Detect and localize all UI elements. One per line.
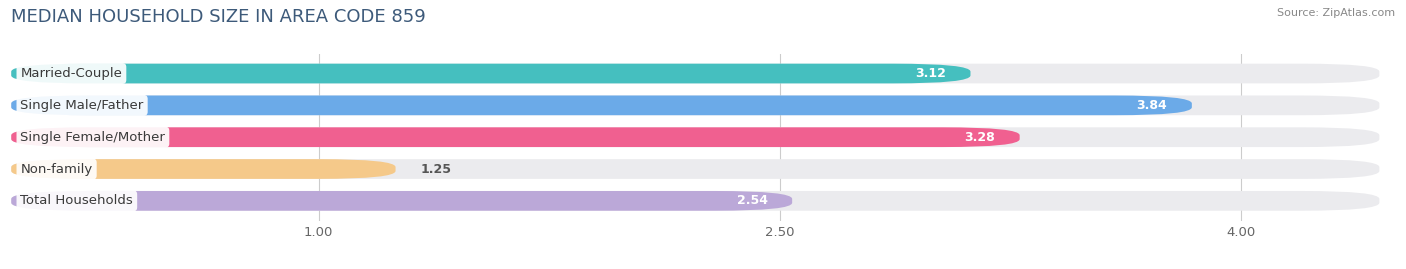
- Text: Total Households: Total Households: [21, 194, 134, 207]
- Text: 2.54: 2.54: [737, 194, 768, 207]
- Text: 3.28: 3.28: [965, 131, 995, 144]
- FancyBboxPatch shape: [11, 191, 1379, 211]
- Text: Source: ZipAtlas.com: Source: ZipAtlas.com: [1277, 8, 1395, 18]
- Text: 1.25: 1.25: [420, 162, 451, 175]
- FancyBboxPatch shape: [11, 64, 970, 83]
- FancyBboxPatch shape: [11, 127, 1379, 147]
- FancyBboxPatch shape: [11, 95, 1192, 115]
- Text: Married-Couple: Married-Couple: [21, 67, 122, 80]
- Text: Non-family: Non-family: [21, 162, 93, 175]
- FancyBboxPatch shape: [11, 95, 1379, 115]
- FancyBboxPatch shape: [11, 159, 1379, 179]
- FancyBboxPatch shape: [11, 191, 792, 211]
- Text: Single Female/Mother: Single Female/Mother: [21, 131, 166, 144]
- Text: 3.84: 3.84: [1136, 99, 1167, 112]
- FancyBboxPatch shape: [11, 64, 1379, 83]
- Text: Single Male/Father: Single Male/Father: [21, 99, 143, 112]
- FancyBboxPatch shape: [11, 127, 1019, 147]
- Text: 3.12: 3.12: [915, 67, 946, 80]
- FancyBboxPatch shape: [11, 159, 395, 179]
- Text: MEDIAN HOUSEHOLD SIZE IN AREA CODE 859: MEDIAN HOUSEHOLD SIZE IN AREA CODE 859: [11, 8, 426, 26]
